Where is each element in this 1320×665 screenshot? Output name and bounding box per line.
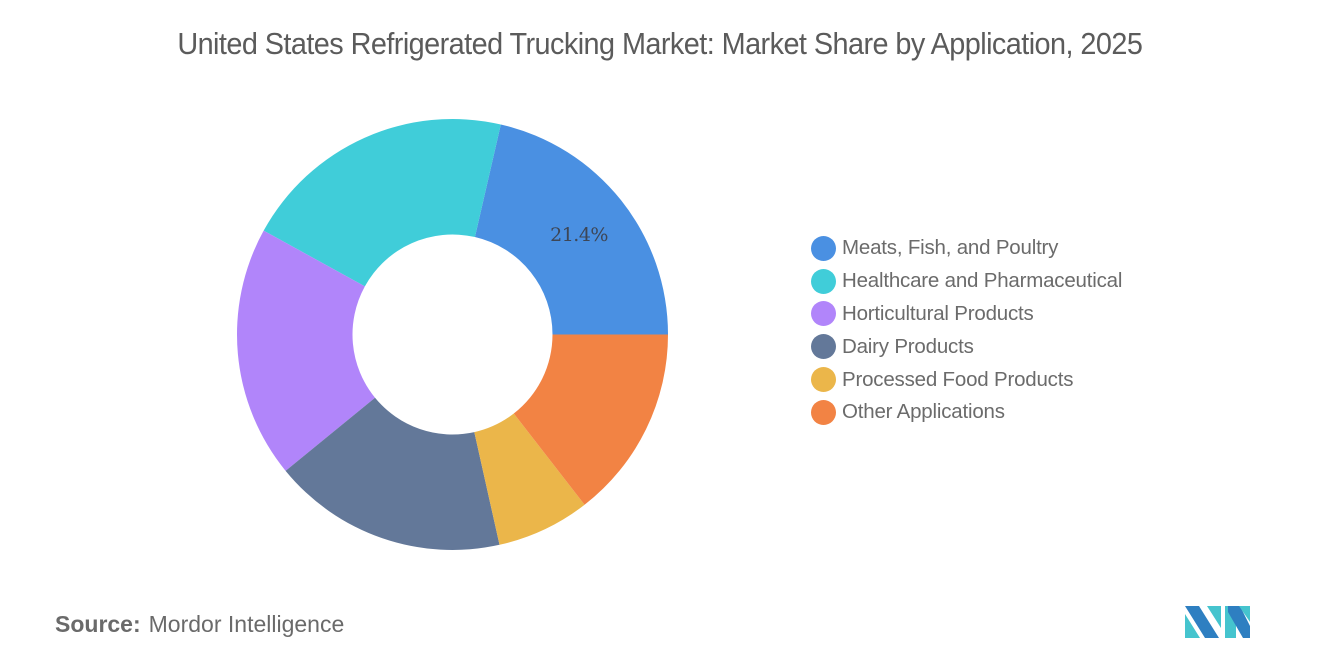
chart-title-text: United States Refrigerated Trucking Mark… — [177, 26, 1143, 61]
legend-dot-icon — [811, 235, 836, 261]
donut-slice-meats-fish-and-poultry[interactable] — [474, 124, 668, 335]
legend-dot-icon — [811, 367, 836, 393]
legend-item-other[interactable]: Other Applications — [811, 396, 1122, 429]
legend-item-horticultural[interactable]: Horticultural Products — [811, 298, 1122, 331]
legend-label: Dairy Products — [842, 334, 974, 358]
slice-data-label: 21.4% — [550, 224, 608, 246]
legend-label: Horticultural Products — [842, 301, 1034, 325]
legend: Meats, Fish, and Poultry Healthcare and … — [811, 232, 1122, 429]
legend-dot-icon — [811, 301, 836, 327]
chart-title: United States Refrigerated Trucking Mark… — [0, 26, 1320, 62]
legend-item-dairy[interactable]: Dairy Products — [811, 330, 1122, 363]
legend-item-meats[interactable]: Meats, Fish, and Poultry — [811, 232, 1122, 265]
legend-label: Other Applications — [842, 400, 1005, 424]
donut-slice-processed-food-products[interactable] — [474, 413, 585, 545]
mordor-intelligence-logo-icon — [1185, 606, 1250, 638]
source-value: Mordor Intelligence — [148, 611, 345, 637]
legend-item-processed-food[interactable]: Processed Food Products — [811, 363, 1122, 396]
legend-dot-icon — [811, 399, 836, 425]
donut-slice-horticultural-products[interactable] — [236, 230, 376, 471]
legend-item-healthcare[interactable]: Healthcare and Pharmaceutical — [811, 265, 1122, 298]
donut-slice-dairy-products[interactable] — [285, 397, 500, 550]
donut-slice-healthcare-and-pharmaceutical[interactable] — [263, 118, 501, 287]
source-note: Source: Mordor Intelligence — [55, 611, 344, 638]
donut-slice-other-applications[interactable] — [513, 334, 668, 505]
legend-dot-icon — [811, 334, 836, 360]
legend-label: Meats, Fish, and Poultry — [842, 236, 1059, 260]
legend-dot-icon — [811, 268, 836, 294]
legend-label: Processed Food Products — [842, 367, 1074, 391]
source-key: Source: — [55, 611, 141, 637]
legend-label: Healthcare and Pharmaceutical — [842, 269, 1123, 293]
